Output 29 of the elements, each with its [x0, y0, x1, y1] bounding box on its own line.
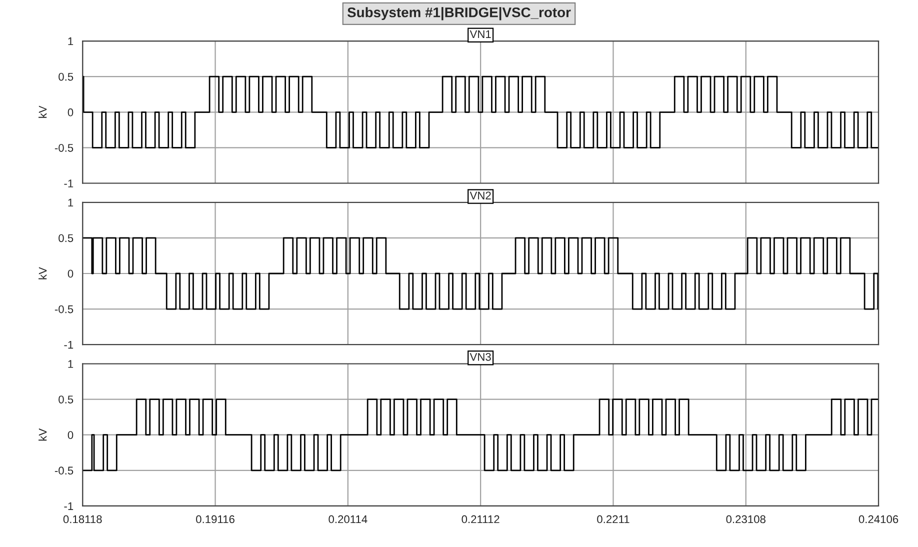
y-tick-label: 1	[68, 37, 74, 46]
x-tick-label: 0.19116	[196, 515, 234, 524]
y-tick-label: 1	[68, 360, 74, 368]
y-axis-title: kV	[38, 428, 47, 441]
chart-title: VN1	[470, 30, 491, 38]
y-tick-label: 0.5	[58, 72, 74, 81]
y-axis-title: kV	[38, 106, 47, 118]
chart-title: VN3	[470, 352, 491, 361]
y-tick-label: 0.5	[58, 234, 74, 242]
x-tick-label: 0.23108	[726, 515, 766, 524]
x-tick-label: 0.24106	[858, 515, 898, 524]
y-tick-label: 0	[68, 108, 74, 116]
y-tick-label: -1	[64, 340, 74, 349]
y-tick-label: -0.5	[54, 466, 74, 475]
y-tick-label: 0.5	[58, 396, 74, 404]
text: Subsystem #1|BRIDGE|VSC_rotor	[347, 7, 571, 20]
y-tick-label: 1	[68, 198, 74, 206]
chart-title: VN2	[470, 192, 491, 200]
x-tick-label: 0.18118	[63, 515, 102, 524]
y-tick-label: -1	[64, 502, 74, 510]
y-tick-label: 0	[68, 431, 74, 439]
x-tick-label: 0.20114	[328, 515, 368, 524]
x-tick-label: 0.21112	[462, 515, 500, 524]
y-tick-label: -0.5	[54, 144, 74, 152]
y-tick-label: -0.5	[54, 305, 74, 314]
y-tick-label: 0	[68, 270, 74, 278]
y-axis-title: kV	[38, 267, 47, 280]
y-tick-label: -1	[64, 180, 74, 188]
x-tick-label: 0.2211	[597, 515, 630, 524]
